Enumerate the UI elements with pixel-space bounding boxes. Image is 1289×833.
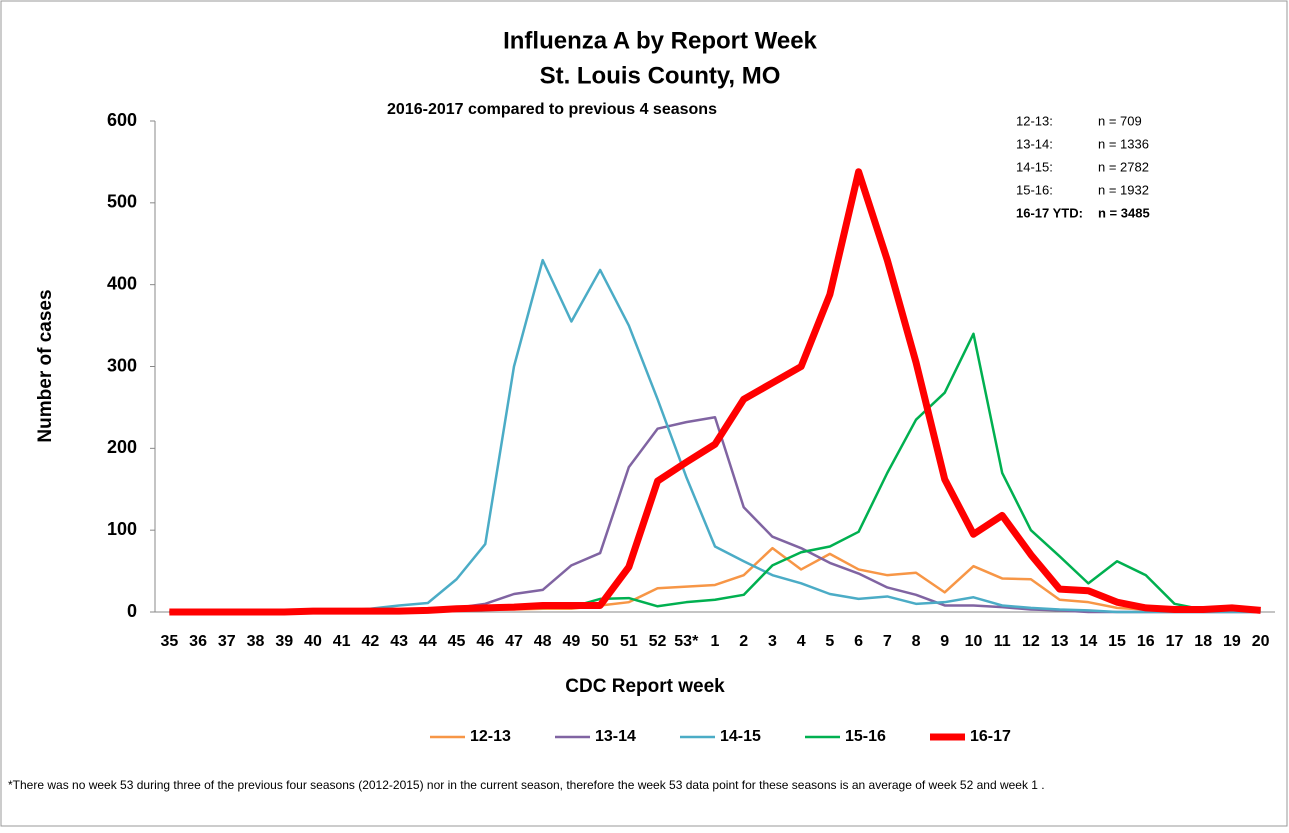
y-tick-label: 400 [107,273,137,293]
x-tick-label: 16 [1137,633,1155,650]
x-tick-label: 39 [275,633,293,650]
x-tick-label: 43 [390,633,408,650]
series-line [169,168,1261,616]
x-tick-label: 1 [711,633,720,650]
x-tick-label: 19 [1223,633,1241,650]
x-tick-label: 40 [304,633,322,650]
legend-label: 15-16 [845,728,886,745]
x-tick-label: 45 [448,633,466,650]
x-tick-label: 48 [534,633,552,650]
legend-label: 12-13 [470,728,511,745]
x-tick-label: 3 [768,633,777,650]
x-tick-label: 10 [965,633,983,650]
legend-label: 16-17 [970,728,1011,745]
series-line [169,332,1261,614]
x-tick-label: 44 [419,633,437,650]
x-tick-label: 36 [189,633,207,650]
y-tick-label: 100 [107,519,137,539]
x-tick-label: 38 [247,633,265,650]
season-label: 12-13: [1016,113,1053,128]
season-count: n = 709 [1098,113,1142,128]
x-tick-label: 11 [994,633,1011,650]
x-tick-label: 5 [825,633,834,650]
x-tick-label: 7 [883,633,892,650]
x-tick-label: 15 [1108,633,1126,650]
season-label: 15-16: [1016,182,1053,197]
x-tick-label: 13 [1051,633,1069,650]
x-tick-label: 18 [1194,633,1212,650]
season-label: 16-17 YTD: [1016,205,1083,220]
series-line [169,546,1261,614]
x-tick-label: 17 [1166,633,1184,650]
y-axis-title: Number of cases [35,289,56,442]
x-tick-label: 12 [1022,633,1040,650]
legend-label: 13-14 [595,728,636,745]
x-tick-label: 6 [854,633,863,650]
x-tick-label: 20 [1252,633,1270,650]
chart-title: Influenza A by Report Week [503,27,817,54]
season-count: n = 1932 [1098,182,1149,197]
x-tick-label: 52 [649,633,667,650]
season-label: 14-15: [1016,159,1053,174]
x-tick-label: 53* [674,633,699,650]
legend-label: 14-15 [720,728,761,745]
x-tick-label: 8 [912,633,921,650]
x-tick-label: 4 [797,633,806,650]
x-tick-label: 2 [739,633,748,650]
footnote-box: *There was no week 53 during three of th… [8,778,1045,792]
y-tick-label: 300 [107,355,137,375]
y-tick-label: 200 [107,437,137,457]
x-tick-label: 47 [505,633,523,650]
season-label: 13-14: [1016,136,1053,151]
x-tick-label: 46 [476,633,494,650]
x-axis-title: CDC Report week [565,676,725,697]
x-tick-label: 42 [361,633,379,650]
series-line [169,258,1261,614]
season-count: n = 3485 [1098,205,1150,220]
season-count: n = 2782 [1098,159,1149,174]
x-tick-label: 37 [218,633,236,650]
footnote: *There was no week 53 during three of th… [8,778,1045,792]
y-tick-label: 0 [127,601,137,621]
x-tick-label: 41 [333,633,351,650]
x-tick-label: 14 [1079,633,1097,650]
chart-subtitle: St. Louis County, MO [540,62,781,89]
y-tick-label: 600 [107,110,137,130]
x-tick-label: 50 [591,633,609,650]
x-tick-label: 35 [160,633,178,650]
season-count: n = 1336 [1098,136,1149,151]
y-tick-label: 500 [107,192,137,212]
chart-subtitle: 2016-2017 compared to previous 4 seasons [387,101,717,118]
x-tick-label: 49 [563,633,581,650]
x-tick-label: 9 [940,633,949,650]
x-tick-label: 51 [620,633,638,650]
